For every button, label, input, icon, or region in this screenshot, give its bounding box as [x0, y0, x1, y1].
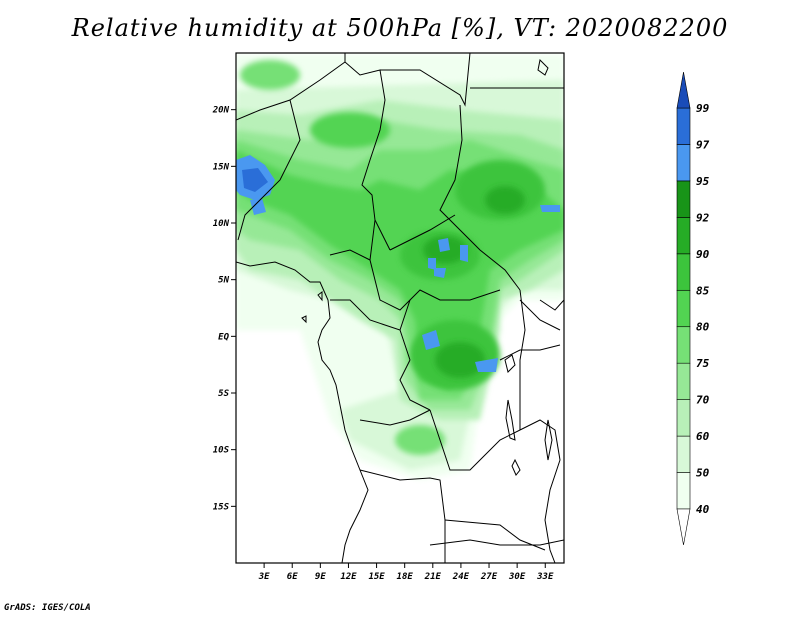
lon-tick-label: 3E	[258, 572, 270, 582]
grads-credit: GrADS: IGES/COLA	[4, 603, 91, 613]
colorbar-segment	[676, 435, 691, 473]
lat-tick-label: 10N	[213, 219, 230, 229]
colorbar-segment	[676, 180, 691, 218]
colorbar-label: 90	[696, 248, 710, 261]
colorbar-label: 50	[696, 467, 710, 480]
colorbar-segment	[676, 144, 691, 182]
latitude-axis: 20N 15N 10N 5N EQ 5S 10S 15S	[212, 106, 236, 512]
lat-tick-label: EQ	[218, 332, 229, 342]
lon-tick-label: 27E	[480, 572, 498, 582]
lon-tick-label: 15E	[368, 572, 385, 582]
lon-tick-label: 24E	[452, 572, 470, 582]
colorbar-top-arrow	[676, 71, 691, 109]
longitude-axis: 3E 6E 9E 12E 15E 18E 21E 24E 27E 30E 33E	[258, 563, 554, 582]
map-title: Relative humidity at 500hPa [%], VT: 202…	[71, 14, 729, 42]
colorbar-label: 60	[696, 430, 710, 443]
lon-tick-label: 18E	[397, 572, 414, 582]
lat-tick-label: 20N	[212, 106, 230, 116]
colorbar-label: 92	[696, 211, 710, 224]
lon-tick-label: 21E	[424, 572, 442, 582]
colorbar-label: 97	[696, 138, 710, 151]
lat-tick-label: 5S	[218, 389, 229, 399]
lon-tick-label: 33E	[536, 572, 554, 582]
colorbar-label: 70	[696, 394, 710, 407]
colorbar-label: 95	[696, 175, 710, 188]
lat-tick-label: 10S	[213, 446, 230, 456]
colorbar-segment	[676, 472, 691, 510]
colorbar-label: 99	[696, 102, 710, 115]
colorbar-label: 75	[696, 357, 710, 370]
lat-tick-label: 15N	[213, 162, 230, 172]
colorbar-segment	[676, 253, 691, 291]
humidity-field	[236, 55, 564, 480]
colorbar-segment	[676, 289, 691, 328]
lon-tick-label: 30E	[508, 572, 526, 582]
colorbar-segment	[676, 399, 691, 437]
lon-tick-label: 9E	[315, 572, 326, 582]
lon-tick-label: 6E	[287, 572, 298, 582]
lat-tick-label: 15S	[213, 502, 230, 512]
colorbar-segment	[676, 326, 691, 364]
map-frame	[235, 52, 565, 564]
colorbar-segment	[676, 362, 691, 400]
colorbar-label: 85	[696, 284, 710, 297]
colorbar-bottom-arrow	[676, 508, 691, 546]
colorbar-label: 40	[696, 503, 710, 516]
colorbar-segment	[676, 107, 691, 145]
colorbar-label: 80	[696, 321, 710, 334]
lon-tick-label: 12E	[340, 572, 357, 582]
colorbar-segment	[676, 217, 691, 255]
lat-tick-label: 5N	[218, 276, 229, 286]
colorbar: 40 50 60 70 75 80 85 90 92 95 97 99	[676, 71, 710, 546]
country-borders	[236, 53, 564, 563]
